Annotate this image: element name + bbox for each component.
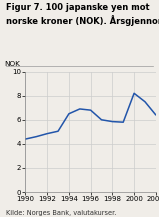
Text: NOK: NOK: [5, 61, 21, 67]
Text: Kilde: Norges Bank, valutakurser.: Kilde: Norges Bank, valutakurser.: [6, 210, 117, 216]
Text: Figur 7. 100 japanske yen mot
norske kroner (NOK). Årsgjennomsnitt 1990-2002: Figur 7. 100 japanske yen mot norske kro…: [6, 3, 159, 26]
